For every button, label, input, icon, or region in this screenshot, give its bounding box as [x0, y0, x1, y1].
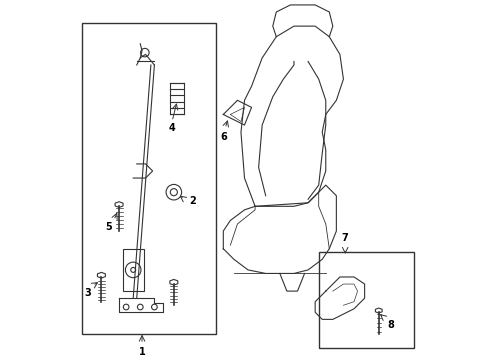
Text: 2: 2 — [189, 196, 196, 206]
Text: 8: 8 — [387, 320, 394, 330]
Text: 3: 3 — [84, 288, 90, 298]
Text: 7: 7 — [341, 233, 348, 243]
Text: 4: 4 — [168, 123, 175, 133]
Text: 6: 6 — [220, 132, 226, 142]
Text: 1: 1 — [139, 347, 145, 357]
Text: 5: 5 — [105, 222, 112, 232]
